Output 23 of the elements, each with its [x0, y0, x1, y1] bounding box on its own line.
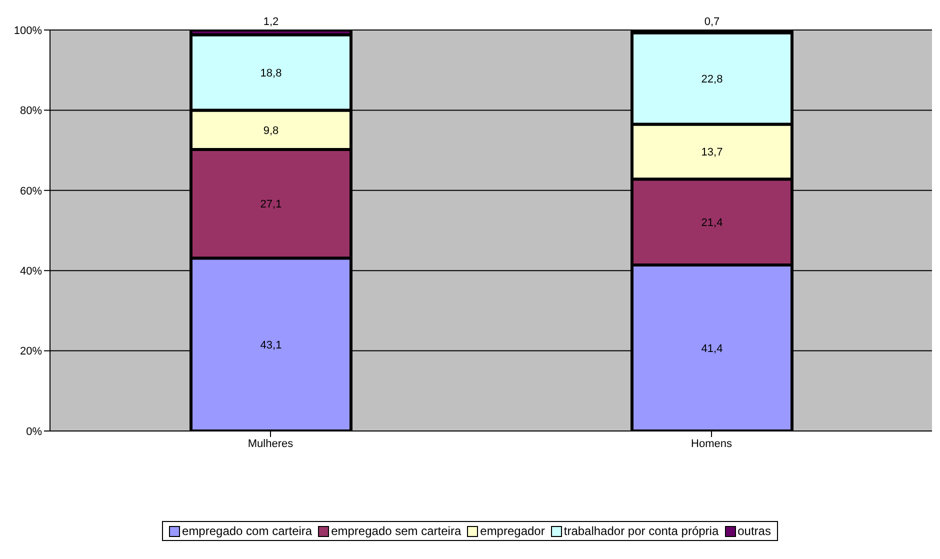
data-label: 22,8: [701, 73, 723, 86]
data-label: 41,4: [701, 342, 723, 355]
legend-label: outras: [736, 524, 771, 538]
data-label: 18,8: [260, 67, 282, 80]
x-tick-label: Mulheres: [248, 438, 294, 450]
y-tick-label: 80%: [20, 105, 42, 118]
legend-label: empregador: [479, 524, 545, 538]
legend-label: trabalhador por conta própria: [562, 524, 719, 538]
data-label: 9,8: [263, 124, 279, 137]
data-label: 21,4: [701, 216, 723, 229]
data-label: 0,7: [704, 16, 720, 28]
y-tick-label: 60%: [20, 185, 42, 198]
y-tick-label: 100%: [14, 24, 42, 37]
y-tick-label: 0%: [26, 426, 42, 438]
legend-label: empregado sem carteira: [330, 524, 462, 538]
legend-label: empregado com carteira: [181, 524, 312, 538]
data-label: 43,1: [260, 339, 282, 352]
data-label: 1,2: [263, 16, 279, 28]
data-label: 13,7: [701, 146, 723, 159]
data-label: 27,1: [260, 198, 282, 211]
x-tick-label: Homens: [691, 438, 732, 450]
y-tick-label: 20%: [20, 346, 42, 358]
y-tick-label: 40%: [20, 266, 42, 278]
